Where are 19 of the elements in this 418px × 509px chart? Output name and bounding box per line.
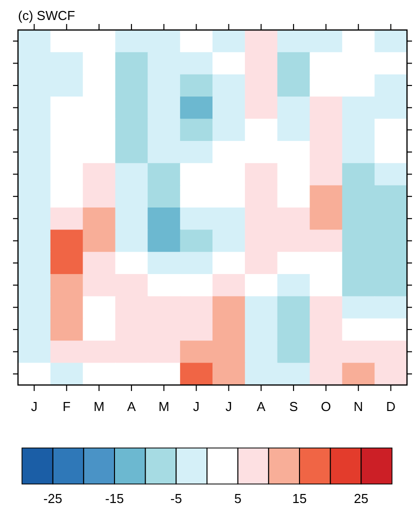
color-bar-label: -25 [43, 491, 62, 506]
chart-title: (c) SWCF [18, 8, 76, 23]
color-bar-label: 25 [354, 491, 368, 506]
x-tick-label: A [127, 399, 136, 414]
color-bar-label: -15 [105, 491, 124, 506]
x-tick-label: J [30, 399, 38, 414]
x-tick-label: S [289, 399, 298, 414]
x-tick-label: A [256, 399, 266, 414]
x-tick-label: F [62, 399, 71, 414]
x-tick-label: J [193, 399, 200, 414]
color-bar-label: 15 [292, 491, 307, 506]
x-tick-label: M [94, 399, 104, 414]
x-tick-label: N [354, 399, 364, 414]
x-tick-label: J [225, 399, 232, 414]
x-tick-label: M [158, 399, 170, 414]
color-bar-label: 5 [234, 491, 242, 506]
x-tick-label: D [386, 399, 396, 414]
x-tick-label: O [320, 399, 332, 414]
color-bar-label: -5 [170, 491, 182, 506]
